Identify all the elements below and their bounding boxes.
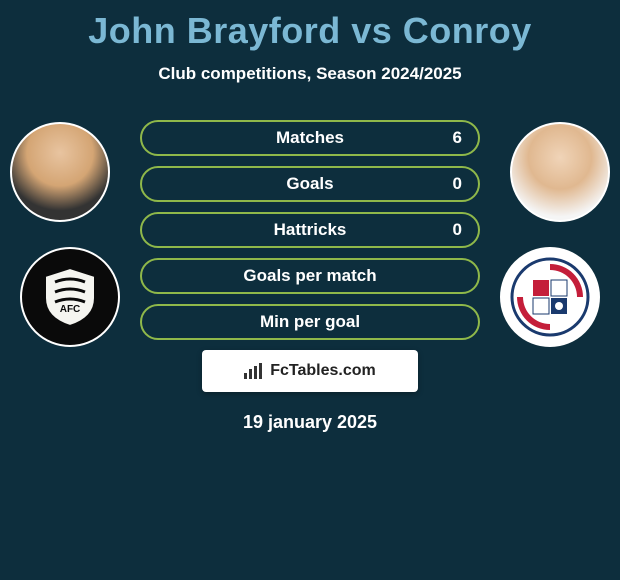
brand-text: FcTables.com — [270, 362, 376, 380]
player-left-club-badge: AFC — [20, 247, 120, 347]
stat-row: Goals per match — [140, 258, 480, 294]
player-left-avatar — [10, 122, 110, 222]
svg-text:AFC: AFC — [60, 304, 81, 315]
shield-icon: AFC — [22, 249, 118, 345]
page-title: John Brayford vs Conroy — [0, 0, 620, 52]
stat-row: Hattricks 0 — [140, 212, 480, 248]
player-right-club-badge — [500, 247, 600, 347]
stat-label: Hattricks — [274, 220, 347, 240]
stat-label: Min per goal — [260, 312, 360, 332]
stat-value-right: 6 — [453, 128, 462, 148]
player-right-avatar — [510, 122, 610, 222]
crest-icon — [502, 249, 598, 345]
chart-icon — [244, 363, 264, 379]
stat-row: Matches 6 — [140, 120, 480, 156]
subtitle: Club competitions, Season 2024/2025 — [0, 64, 620, 84]
stat-row: Goals 0 — [140, 166, 480, 202]
stat-value-right: 0 — [453, 174, 462, 194]
stat-value-right: 0 — [453, 220, 462, 240]
brand-badge: FcTables.com — [202, 350, 418, 392]
stat-label: Matches — [276, 128, 344, 148]
stat-row: Min per goal — [140, 304, 480, 340]
stats-rows: Matches 6 Goals 0 Hattricks 0 Goals per match M… — [140, 120, 480, 350]
stat-label: Goals per match — [243, 266, 376, 286]
stat-label: Goals — [286, 174, 333, 194]
date-text: 19 january 2025 — [0, 412, 620, 433]
